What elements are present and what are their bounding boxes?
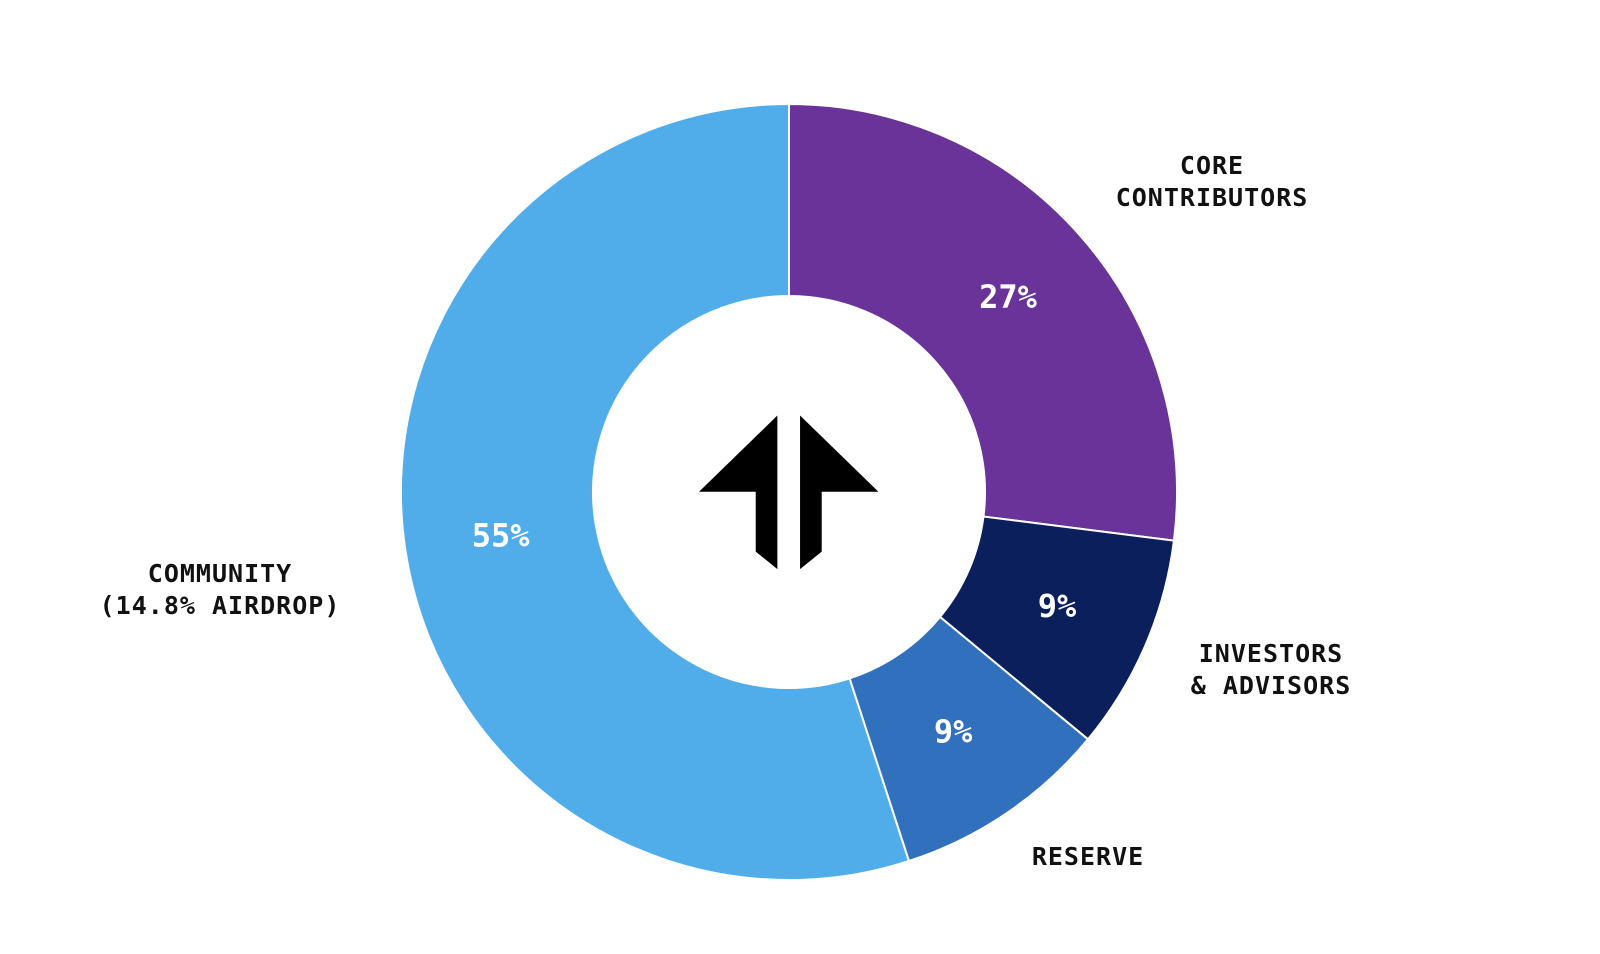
slice xyxy=(788,102,1178,542)
value-label: 9% xyxy=(934,713,973,751)
category-label: RESERVE xyxy=(1031,842,1145,871)
logo-right xyxy=(800,415,879,570)
logo-left xyxy=(699,415,778,570)
category-label: CORE CONTRIBUTORS xyxy=(1115,151,1309,212)
value-label: 9% xyxy=(1038,587,1077,625)
value-label: 55% xyxy=(472,517,531,555)
slice xyxy=(400,102,911,881)
value-label: 27% xyxy=(979,278,1038,316)
slices xyxy=(400,102,1178,881)
category-label: INVESTORS & ADVISORS xyxy=(1190,639,1352,700)
logo xyxy=(699,415,879,570)
category-label: COMMUNITY (14.8% AIRDROP) xyxy=(99,559,341,620)
